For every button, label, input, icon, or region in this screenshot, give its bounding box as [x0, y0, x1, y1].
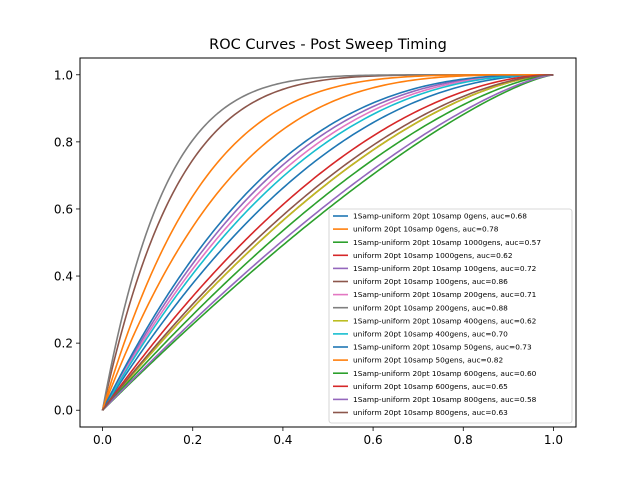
- y-axis: 0.0 0.2 0.4 0.6 0.8 1.0: [54, 68, 80, 418]
- roc-curve-0: [101, 73, 554, 412]
- x-tick-label: 0.0: [93, 433, 112, 447]
- legend-label-15: uniform 20pt 10samp 800gens, auc=0.63: [353, 408, 508, 417]
- roc-curve-1: [101, 73, 554, 412]
- y-tick-label: 1.0: [54, 68, 73, 82]
- axes-frame: [79, 57, 577, 428]
- y-tick-label: 0.4: [54, 270, 73, 284]
- roc-curve-7: [101, 73, 554, 411]
- legend-label-2: 1Samp-uniform 20pt 10samp 1000gens, auc=…: [353, 238, 541, 247]
- legend-label-8: 1Samp-uniform 20pt 10samp 400gens, auc=0…: [353, 316, 536, 325]
- x-axis: 0.0 0.2 0.4 0.6 0.8 1.0: [93, 427, 563, 447]
- roc-curve-9: [101, 73, 554, 412]
- legend-box: [328, 208, 573, 424]
- y-tick-label: 0.2: [54, 337, 73, 351]
- roc-curve-14: [101, 73, 554, 412]
- curves-layer: [101, 73, 554, 412]
- chart-title: ROC Curves - Post Sweep Timing: [209, 37, 447, 53]
- legend-label-11: uniform 20pt 10samp 50gens, auc=0.82: [353, 356, 503, 365]
- legend-label-3: uniform 20pt 10samp 1000gens, auc=0.62: [353, 251, 513, 260]
- legend: 1Samp-uniform 20pt 10samp 0gens, auc=0.6…: [328, 208, 573, 424]
- x-tick-label: 0.2: [183, 433, 202, 447]
- roc-curve-15: [101, 73, 554, 412]
- y-tick-label: 0.0: [54, 404, 73, 418]
- roc-curve-11: [101, 73, 554, 412]
- legend-label-14: 1Samp-uniform 20pt 10samp 800gens, auc=0…: [353, 395, 537, 404]
- legend-label-5: uniform 20pt 10samp 100gens, auc=0.86: [353, 277, 508, 286]
- x-tick-label: 0.8: [454, 433, 473, 447]
- legend-label-12: 1Samp-uniform 20pt 10samp 600gens, auc=0…: [353, 369, 537, 378]
- legend-label-7: uniform 20pt 10samp 200gens, auc=0.88: [353, 303, 508, 312]
- roc-curve-13: [101, 73, 554, 412]
- legend-label-6: 1Samp-uniform 20pt 10samp 200gens, auc=0…: [353, 290, 537, 299]
- y-tick-label: 0.6: [54, 202, 73, 216]
- roc-curve-10: [101, 73, 554, 412]
- legend-label-13: uniform 20pt 10samp 600gens, auc=0.65: [353, 382, 508, 391]
- x-tick-label: 0.4: [273, 433, 292, 447]
- x-tick-label: 0.6: [364, 433, 383, 447]
- legend-label-0: 1Samp-uniform 20pt 10samp 0gens, auc=0.6…: [353, 212, 527, 221]
- legend-label-1: uniform 20pt 10samp 0gens, auc=0.78: [353, 225, 499, 234]
- legend-label-9: uniform 20pt 10samp 400gens, auc=0.70: [353, 330, 508, 339]
- y-tick-label: 0.8: [54, 135, 73, 149]
- x-tick-label: 1.0: [544, 433, 563, 447]
- legend-label-4: 1Samp-uniform 20pt 10samp 100gens, auc=0…: [353, 264, 536, 273]
- legend-label-10: 1Samp-uniform 20pt 10samp 50gens, auc=0.…: [353, 343, 532, 352]
